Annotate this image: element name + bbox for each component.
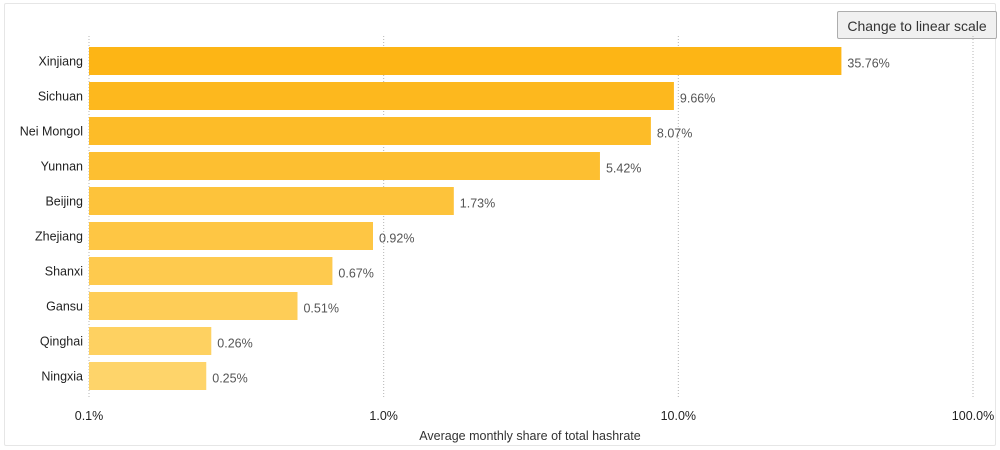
value-label: 8.07% bbox=[657, 127, 692, 141]
value-label: 0.26% bbox=[217, 337, 252, 351]
x-tick-label: 1.0% bbox=[369, 409, 398, 423]
value-label: 9.66% bbox=[680, 92, 715, 106]
scale-toggle-button[interactable]: Change to linear scale bbox=[837, 11, 997, 39]
value-label: 0.92% bbox=[379, 232, 414, 246]
category-label: Ningxia bbox=[41, 370, 83, 384]
category-label: Sichuan bbox=[38, 90, 83, 104]
value-label: 5.42% bbox=[606, 162, 641, 176]
bar[interactable] bbox=[89, 222, 373, 250]
bar[interactable] bbox=[89, 152, 600, 180]
category-label: Xinjiang bbox=[39, 55, 84, 69]
category-label: Shanxi bbox=[45, 265, 83, 279]
value-label: 1.73% bbox=[460, 197, 495, 211]
category-label: Qinghai bbox=[40, 335, 83, 349]
x-tick-label: 10.0% bbox=[661, 409, 696, 423]
x-axis-label: Average monthly share of total hashrate bbox=[419, 429, 640, 443]
x-tick-label: 100.0% bbox=[952, 409, 994, 423]
bars bbox=[89, 47, 842, 390]
x-tick-label: 0.1% bbox=[75, 409, 104, 423]
category-labels: Xinjiang Sichuan Nei Mongol Yunnan Beijing Zh… bbox=[20, 55, 83, 384]
category-label: Nei Mongol bbox=[20, 125, 83, 139]
bar[interactable] bbox=[89, 362, 207, 390]
value-label: 0.51% bbox=[303, 302, 338, 316]
category-label: Yunnan bbox=[41, 160, 83, 174]
value-labels: 35.76% 9.66% 8.07% 5.42% 1.73% 0.92% 0.67% 0.51… bbox=[212, 57, 890, 386]
category-label: Gansu bbox=[46, 300, 83, 314]
category-label: Zhejiang bbox=[35, 230, 83, 244]
bar[interactable] bbox=[89, 117, 651, 145]
bar[interactable] bbox=[89, 327, 212, 355]
category-label: Beijing bbox=[45, 195, 83, 209]
chart-frame bbox=[4, 3, 996, 446]
bar[interactable] bbox=[89, 47, 842, 75]
value-label: 35.76% bbox=[847, 57, 889, 71]
value-label: 0.67% bbox=[338, 267, 373, 281]
bar[interactable] bbox=[89, 187, 454, 215]
x-tick-labels: 0.1% 1.0% 10.0% 100.0% bbox=[75, 409, 994, 423]
bar[interactable] bbox=[89, 257, 333, 285]
bar[interactable] bbox=[89, 82, 674, 110]
bar[interactable] bbox=[89, 292, 298, 320]
value-label: 0.25% bbox=[212, 372, 247, 386]
